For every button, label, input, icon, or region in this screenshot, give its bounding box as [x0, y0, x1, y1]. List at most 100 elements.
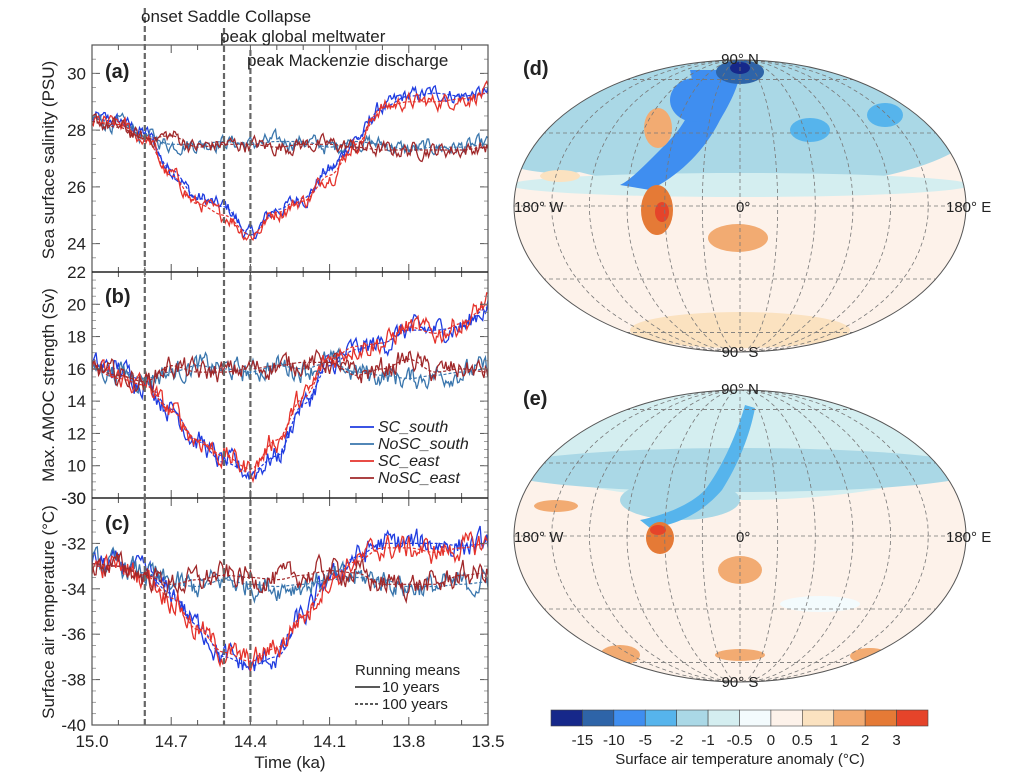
y-tick-label: -40 — [61, 716, 86, 735]
panel-frame — [91, 44, 489, 726]
y-tick-label: -34 — [61, 580, 86, 599]
colorbar-cells — [550, 709, 929, 727]
y-tick-label: 18 — [67, 328, 86, 347]
map-d-label-north: 90° N — [721, 51, 759, 68]
graticule-lon — [739, 60, 816, 352]
map-e-label-east: 180° E — [946, 529, 991, 546]
colorbar-tick-label: -2 — [670, 732, 683, 749]
map-d-anomaly-band-cool — [514, 137, 620, 173]
map-d-field — [514, 60, 966, 352]
map-d-anomaly-pacific-warm — [540, 170, 580, 182]
colorbar-cell — [707, 709, 740, 727]
colorbar-tick-label: 0.5 — [792, 732, 813, 749]
y-tick-label: -38 — [61, 671, 86, 690]
map-d-label-east: 180° E — [946, 199, 991, 216]
x-tick-label: 13.8 — [392, 732, 425, 751]
y-tick-label: 16 — [67, 360, 86, 379]
series-line-10yr-nosc-east — [92, 550, 488, 604]
panel-label-a: (a) — [105, 61, 129, 83]
y-axis-title-a: Sea surface salinity (PSU) — [39, 61, 58, 259]
map-panel-e: (e) 90° N 90° S 180° W 180° E 0° — [513, 381, 991, 691]
graticule-lon — [701, 60, 741, 352]
series-line-100yr-nosc-east — [92, 121, 488, 151]
y-tick-label: 28 — [67, 121, 86, 140]
y-tick-label-boundary: 22 — [67, 263, 86, 282]
series-line-10yr-nosc-east — [92, 113, 488, 163]
series-line-100yr-nosc-south — [92, 118, 488, 151]
event-label-onset: onset Saddle Collapse — [141, 7, 311, 26]
colorbar-tick-label: 2 — [861, 732, 869, 749]
map-d-anomaly-amazon-core — [655, 202, 669, 222]
panel-label-e: (e) — [523, 388, 547, 410]
colorbar-tick-label: -15 — [572, 732, 594, 749]
series-line-100yr-sc-east — [92, 303, 488, 470]
colorbar-cell — [833, 709, 866, 727]
map-e-label-south: 90° S — [722, 674, 759, 691]
colorbar-cell — [864, 709, 897, 727]
graticule-lon — [739, 60, 854, 352]
graticule-lon — [551, 60, 741, 352]
series-line-10yr-sc-east — [92, 530, 488, 674]
map-d-border — [513, 59, 967, 353]
x-tick-label: 15.0 — [75, 732, 108, 751]
map-d-anomaly-siberia — [790, 118, 830, 142]
colorbar-cell — [770, 709, 803, 727]
colorbar: -15 -10 -5 -2 -1 -0.5 0 0.5 1 2 3 Surface air temp… — [550, 709, 929, 768]
y-axis-title-b: Max. AMOC strength (Sv) — [39, 288, 58, 482]
colorbar-tick-labels: -15 -10 -5 -2 -1 -0.5 0 0.5 1 2 3 — [572, 732, 901, 749]
y-tick-labels: 3028262422201816141210-30-30-32-34-36-38… — [61, 64, 86, 735]
graticule-lon — [739, 390, 779, 682]
panel-b-series — [92, 292, 488, 484]
y-tick-label: -30 — [61, 489, 86, 508]
colorbar-cell — [802, 709, 835, 727]
timeseries-panels: onset Saddle Collapse peak global meltwa… — [39, 7, 505, 772]
series-line-100yr-nosc-south — [92, 563, 488, 588]
series-legend: SC_south NoSC_south SC_east NoSC_east — [350, 419, 469, 487]
map-d-anomaly-na-warm — [644, 108, 672, 148]
panel-c-series — [92, 525, 488, 674]
running-means-100yr: 100 years — [382, 696, 448, 713]
y-tick-label: 26 — [67, 178, 86, 197]
colorbar-tick-label: 0 — [767, 732, 775, 749]
colorbar-title: Surface air temperature anomaly (°C) — [615, 751, 864, 768]
series-line-100yr-sc-east — [92, 542, 488, 663]
event-lines — [143, 8, 252, 725]
map-d-anomaly-subtropic-lite — [514, 173, 966, 197]
x-tick-label: 14.1 — [313, 732, 346, 751]
x-tick-labels: 15.0 14.7 14.4 14.1 13.8 13.5 — [75, 732, 504, 751]
legend-label-nosc-south: NoSC_south — [378, 436, 469, 453]
map-e-anomaly-s-atlantic — [718, 556, 762, 584]
map-e-anomaly-indian-cool — [780, 596, 860, 612]
legend-label-sc-east: SC_east — [378, 453, 440, 470]
x-tick-label: 14.7 — [155, 732, 188, 751]
series-line-10yr-nosc-south — [92, 112, 488, 156]
map-e-anomaly-amazon-core — [650, 525, 666, 535]
series-line-10yr-sc-south — [92, 84, 488, 240]
map-e-anomaly-atlantic-plume — [640, 405, 755, 528]
y-tick-label: 12 — [67, 424, 86, 443]
panel-label-c: (c) — [105, 513, 129, 535]
graticule-lon — [739, 390, 892, 682]
running-means-10yr: 10 years — [382, 679, 440, 696]
map-e-label-center: 0° — [736, 529, 750, 546]
graticule-lon — [739, 390, 854, 682]
legend-label-nosc-east: NoSC_east — [378, 470, 460, 487]
colorbar-cell — [613, 709, 646, 727]
y-axis-title-c: Surface air temperature (°C) — [39, 505, 58, 719]
y-tick-label-boundary: -30 — [61, 489, 86, 508]
map-d-graticule — [514, 60, 966, 352]
series-line-100yr-sc-east — [92, 92, 488, 236]
series-line-10yr-sc-south — [92, 300, 488, 480]
graticule-lon — [739, 390, 929, 682]
panel-a-series — [92, 80, 488, 242]
colorbar-tick-label: -10 — [603, 732, 625, 749]
graticule-lon — [626, 60, 741, 352]
graticule-lon — [588, 60, 741, 352]
map-d-label-west: 180° W — [514, 199, 564, 216]
map-d-label-center: 0° — [736, 199, 750, 216]
colorbar-tick-label: 1 — [830, 732, 838, 749]
running-means-title: Running means — [355, 662, 460, 679]
graticule-lon — [739, 60, 929, 352]
series-line-100yr-nosc-east — [92, 358, 488, 383]
